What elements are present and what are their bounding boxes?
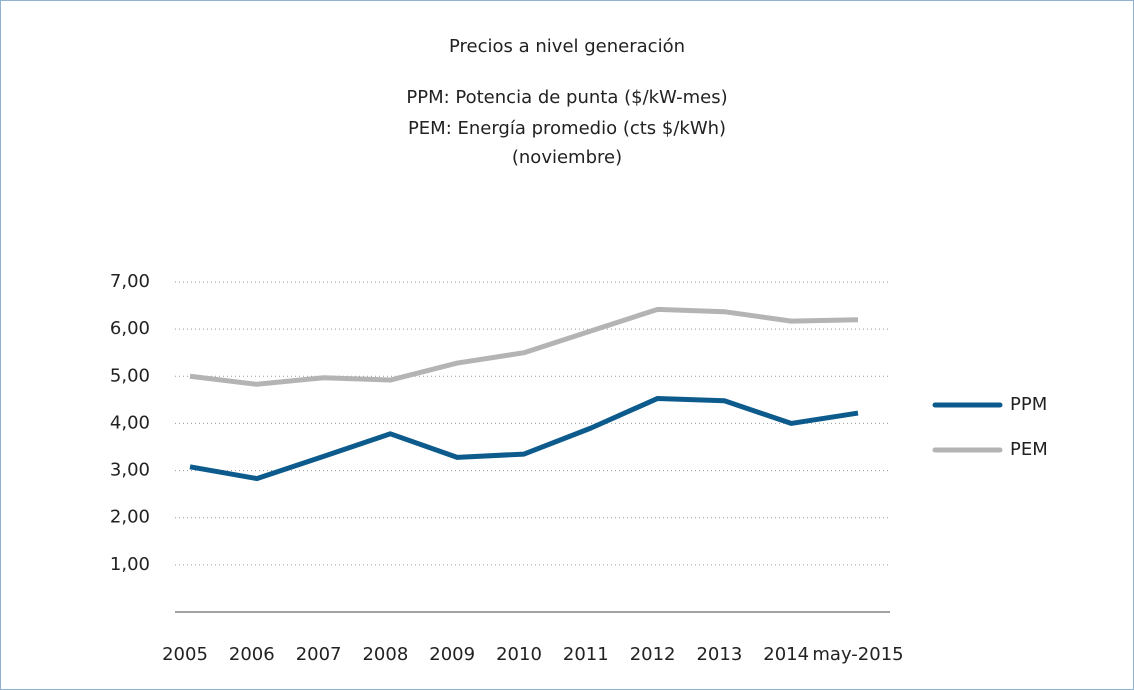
x-tick-label: 2009 [429, 644, 475, 665]
x-tick-label: 2010 [496, 644, 542, 665]
x-tick-label: 2014 [763, 644, 809, 665]
x-tick-label: 2013 [696, 644, 742, 665]
x-tick-label: 2005 [162, 644, 208, 665]
x-tick-label: may-2015 [812, 644, 903, 665]
y-tick-label: 6,00 [110, 318, 150, 339]
line-series [189, 306, 859, 387]
subtitle: PEM: Energía promedio (cts $/kWh) [408, 118, 726, 139]
x-tick-label: 2008 [362, 644, 408, 665]
y-tick-label: 4,00 [110, 412, 150, 433]
x-tick-label: 2006 [229, 644, 275, 665]
legend-label: PEM [1010, 439, 1048, 460]
subtitle: (noviembre) [512, 147, 622, 168]
x-tick-label: 2011 [563, 644, 609, 665]
legend-label: PPM [1010, 394, 1047, 415]
chart-title: Precios a nivel generación [449, 36, 685, 57]
y-tick-label: 7,00 [110, 271, 150, 292]
x-tick-label: 2012 [630, 644, 676, 665]
y-tick-label: 2,00 [110, 507, 150, 528]
x-tick-label: 2007 [296, 644, 342, 665]
subtitle: PPM: Potencia de punta ($/kW-mes) [406, 87, 727, 108]
y-tick-label: 1,00 [110, 554, 150, 575]
line-series [189, 395, 859, 482]
y-tick-label: 5,00 [110, 365, 150, 386]
y-tick-label: 3,00 [110, 460, 150, 481]
